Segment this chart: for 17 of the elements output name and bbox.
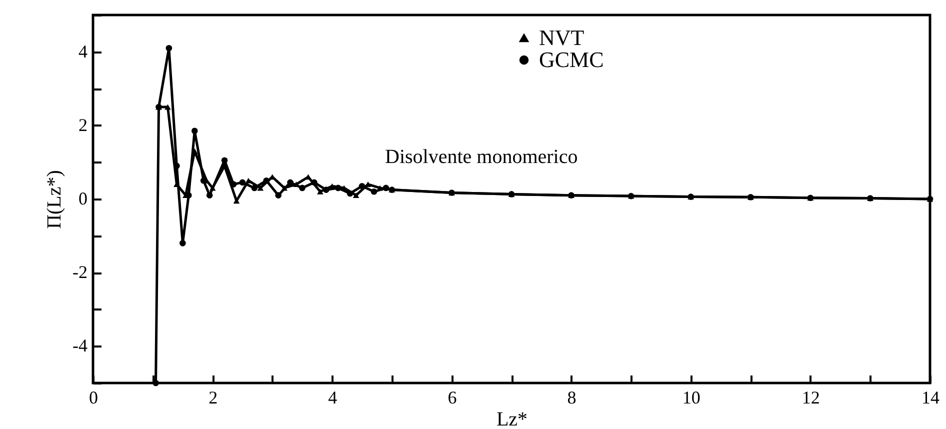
y-tick-label: 2 [78,114,88,135]
x-tick-label: 8 [567,388,576,408]
x-tick-label: 4 [328,388,338,408]
x-tick-label: 14 [922,388,940,408]
x-tick-label: 6 [448,388,457,408]
legend-label: GCMC [539,47,604,72]
y-tick-label: -2 [72,262,88,282]
legend-label: NVT [539,25,585,50]
y-tick-label: -4 [72,336,88,356]
y-axis-title: Π(Lz*) [44,170,66,229]
x-tick-label: 10 [682,388,700,408]
x-tick-label: 2 [208,388,218,408]
x-axis-title: Lz* [496,408,528,429]
annotation: Disolvente monomerico [385,146,578,168]
y-tick-label: 0 [78,188,88,208]
y-tick-label: 4 [78,41,88,62]
x-tick-label: 12 [802,388,820,408]
